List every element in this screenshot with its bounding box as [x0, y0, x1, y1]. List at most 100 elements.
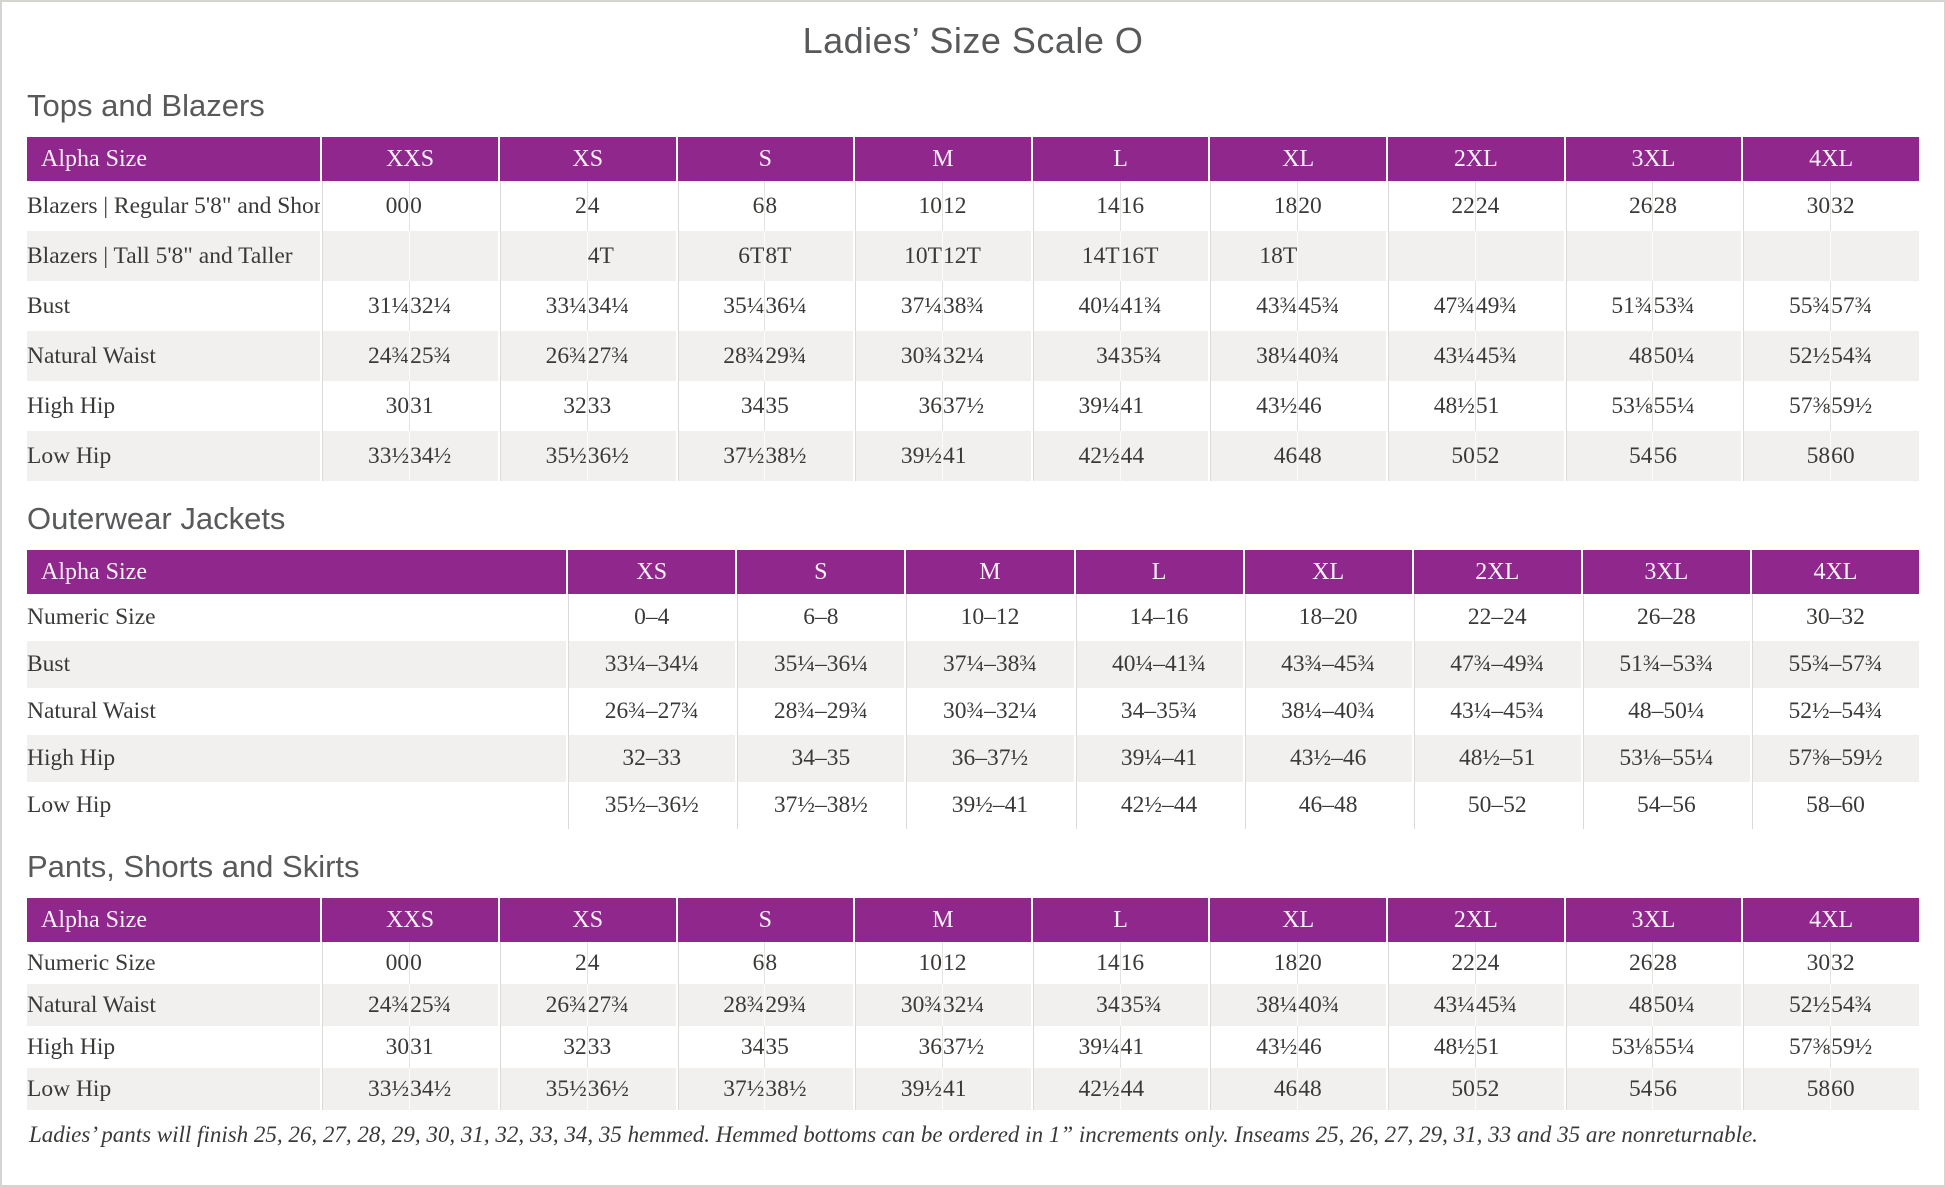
size-cell: 36½ [586, 1068, 676, 1110]
size-cell: 33½ [320, 431, 410, 481]
size-cell: 16 [1119, 181, 1209, 231]
size-cell: 16T [1119, 231, 1209, 281]
section-heading-pants-shorts-and-skirts: Pants, Shorts and Skirts [27, 849, 360, 884]
size-cell: 34 [675, 381, 765, 431]
size-cell [1474, 231, 1564, 281]
alpha-size-group-l: L [1030, 898, 1209, 942]
size-cell: 51¾–53¾ [1580, 641, 1750, 688]
size-cell: 54¾ [1830, 331, 1919, 381]
table-row-natural-waist: Natural Waist 24¾ 25¾ 26¾ 27¾ 28¾ 29¾ 30¾ 32¼ 34 3… [27, 984, 1919, 1026]
size-cell: 10 [853, 181, 942, 231]
size-cell: 37½ [675, 1068, 765, 1110]
size-cell: 59½ [1830, 381, 1919, 431]
size-cell: 28 [1652, 181, 1742, 231]
size-cell: 47¾ [1386, 281, 1475, 331]
row-label: Natural Waist [27, 984, 321, 1026]
row-label: Numeric Size [27, 594, 567, 641]
size-cell: 32 [1830, 181, 1919, 231]
size-cell: 34½ [409, 431, 498, 481]
size-cell [320, 231, 410, 281]
size-cell: 34–35¾ [1073, 688, 1243, 735]
size-cell: 29¾ [764, 984, 854, 1026]
size-cell: 55¼ [1652, 381, 1742, 431]
size-cell: 51 [1474, 1026, 1564, 1068]
size-cell: 34–35 [735, 735, 905, 782]
alpha-size-group-4xl: 4XL [1741, 137, 1919, 181]
size-cell: 51 [1474, 381, 1564, 431]
size-cell: 38¼–40¾ [1242, 688, 1412, 735]
size-cell: 41¾ [1119, 281, 1209, 331]
size-cell: 10–12 [904, 594, 1074, 641]
size-cell: 39¼ [1030, 381, 1120, 431]
size-cell: 22–24 [1411, 594, 1581, 641]
table-row-bust: Bust 31¼ 32¼ 33¼ 34¼ 35¼ 36¼ 37¼ 38¾ 40¼ 41¾ 43¾ 45¾… [27, 281, 1919, 331]
size-cell: 34 [1030, 984, 1120, 1026]
size-cell: 26¾–27¾ [566, 688, 736, 735]
size-cell: 54–56 [1580, 782, 1750, 829]
size-cell: 54 [1563, 1068, 1653, 1110]
size-cell: 22 [1386, 942, 1475, 984]
size-cell: 34¼ [586, 281, 676, 331]
size-cell: 12 [941, 181, 1031, 231]
size-cell: 48 [1297, 431, 1387, 481]
size-cell [1563, 231, 1653, 281]
size-cell: 32¼ [941, 984, 1031, 1026]
header-row: Alpha Size XXS XS S M L XL 2XL 3XL 4XL [27, 137, 1919, 181]
size-cell: 48 [1563, 984, 1653, 1026]
size-cell: 36¼ [764, 281, 854, 331]
size-cell: 33 [586, 1026, 676, 1068]
size-cell: 26 [1563, 181, 1653, 231]
size-cell: 36–37½ [904, 735, 1074, 782]
size-cell: 36 [853, 1026, 942, 1068]
alpha-size-group-l: L [1030, 137, 1209, 181]
size-cell: 37½ [941, 381, 1031, 431]
row-label: Bust [27, 641, 567, 688]
alpha-size-group-4xl: 4XL [1749, 550, 1919, 594]
size-cell: 18 [1208, 942, 1298, 984]
size-cell: 56 [1652, 431, 1742, 481]
size-cell [409, 231, 498, 281]
alpha-size-header-label: Alpha Size [27, 137, 321, 181]
size-cell: 25¾ [409, 331, 498, 381]
size-cell: 47¾–49¾ [1411, 641, 1581, 688]
row-label: Low Hip [27, 1068, 321, 1110]
table-row-numeric-size: Numeric Size 0–4 6–8 10–12 14–16 18–20 22–24 26… [27, 594, 1919, 641]
size-cell: 43½ [1208, 1026, 1298, 1068]
size-cell: 28¾ [675, 331, 765, 381]
size-cell: 35 [764, 1026, 854, 1068]
size-cell: 52½ [1741, 331, 1831, 381]
size-cell: 38½ [764, 1068, 854, 1110]
size-cell: 10T [853, 231, 942, 281]
size-cell: 57⅜ [1741, 381, 1831, 431]
table-row-low-hip: Low Hip 35½–36½ 37½–38½ 39½–41 42½–44 46–48 50… [27, 782, 1919, 829]
alpha-size-group-xl: XL [1242, 550, 1412, 594]
table-row-numeric-size: Numeric Size 00 0 2 4 6 8 10 12 14 16 18 20 22 24 26 28 3… [27, 942, 1919, 984]
table-row-high-hip: High Hip 30 31 32 33 34 35 36 37½ 39¼ 41 43½ 46 48½ 51… [27, 381, 1919, 431]
size-cell: 26¾ [497, 331, 587, 381]
size-cell: 4 [586, 181, 676, 231]
size-cell: 32 [497, 381, 587, 431]
table-row-low-hip: Low Hip 33½ 34½ 35½ 36½ 37½ 38½ 39½ 41 42½ 44 46 48 5… [27, 1068, 1919, 1110]
alpha-size-group-s: S [675, 898, 854, 942]
size-cell: 48½ [1386, 1026, 1475, 1068]
row-label: High Hip [27, 381, 321, 431]
size-cell: 6 [675, 942, 765, 984]
size-cell: 35¼ [675, 281, 765, 331]
size-cell: 50¼ [1652, 331, 1742, 381]
size-cell: 58 [1741, 1068, 1831, 1110]
size-cell: 33½ [320, 1068, 410, 1110]
row-label: Natural Waist [27, 688, 567, 735]
size-cell: 59½ [1830, 1026, 1919, 1068]
size-cell: 35½ [497, 1068, 587, 1110]
alpha-size-group-3xl: 3XL [1563, 898, 1742, 942]
size-cell: 38¼ [1208, 984, 1298, 1026]
size-cell: 38½ [764, 431, 854, 481]
size-cell: 37½ [675, 431, 765, 481]
size-cell: 45¾ [1297, 281, 1387, 331]
size-cell: 30–32 [1749, 594, 1919, 641]
size-cell: 32¼ [409, 281, 498, 331]
size-cell: 41 [941, 431, 1031, 481]
alpha-size-group-xs: XS [566, 550, 736, 594]
size-cell: 32–33 [566, 735, 736, 782]
size-cell: 36½ [586, 431, 676, 481]
